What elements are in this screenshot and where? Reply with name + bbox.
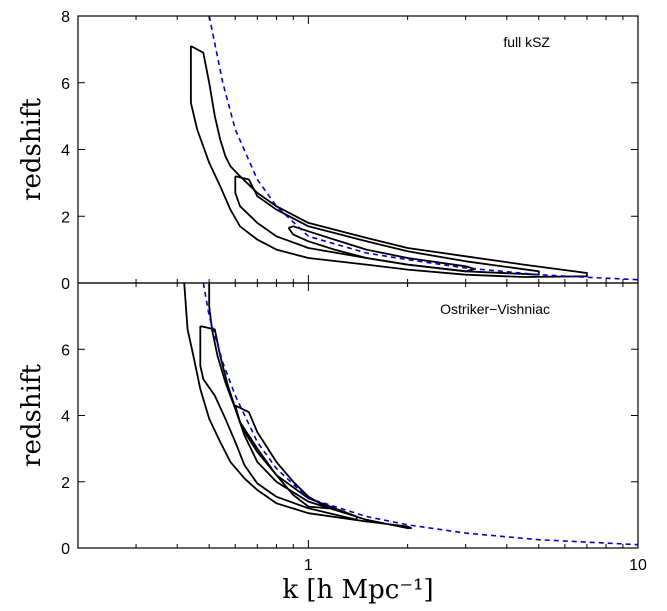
bottom-reference-curve [202,282,639,546]
bottom-contour-3 [234,404,330,510]
top-axes-frame [77,15,639,284]
bottom-annotation: Ostriker−Vishniac [440,301,550,317]
bottom-contour-2 [199,325,358,521]
top-ytick-label-4: 4 [61,143,70,160]
top-contour-2 [234,175,540,276]
top-annotation: full kSZ [503,34,550,50]
bottom-contour-1 [183,282,413,529]
top-ytick-label-6: 6 [61,76,70,93]
top-ylabel: redshift [17,97,47,200]
xtick-label-1: 1 [304,557,313,574]
bottom-ytick-label-2: 2 [61,475,70,492]
xlabel: k [h Mpc⁻¹] [282,575,433,605]
bottom-ylabel: redshift [17,363,47,466]
top-ytick-label-0: 0 [61,276,70,293]
top-ytick-label-2: 2 [61,209,70,226]
bottom-axes-frame [77,282,639,549]
bottom-ytick-label-4: 4 [61,409,70,426]
bottom-ytick-label-0: 0 [61,541,70,558]
bottom-ytick-label-6: 6 [61,342,70,359]
top-reference-curve [208,15,639,281]
top-contour-1 [189,45,588,278]
xtick-label-10: 10 [629,557,647,574]
top-ytick-label-8: 8 [61,9,70,26]
